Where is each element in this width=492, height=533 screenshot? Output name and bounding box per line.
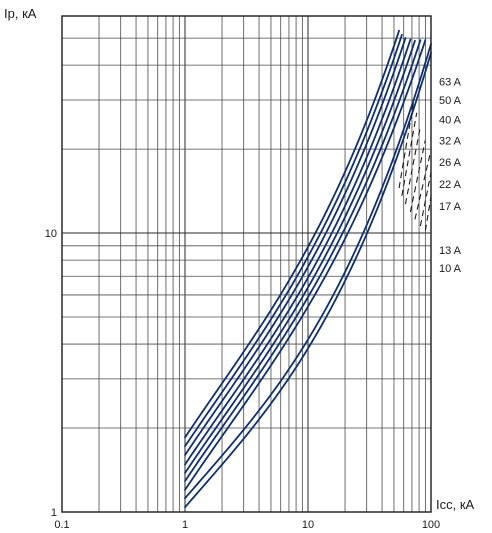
series-label: 13 A [439,245,462,257]
series-label: 10 A [439,263,462,275]
y-axis-title: Ip, кА [4,6,37,21]
series-line [184,39,422,483]
series-line [184,39,427,491]
x-tick-label: 100 [422,519,440,531]
series-label: 17 A [439,201,462,213]
grid [62,16,431,512]
x-axis-title: Icc, кА [436,497,475,512]
cutoff-dash [414,155,431,220]
series-line [184,29,400,439]
series-label: 63 A [439,76,462,88]
cutoff-dash [401,112,418,196]
series-labels: 63 A 50 A 40 A 32 A 26 A 22 A 17 A 13 A 10 A [439,76,462,275]
series-line [184,38,412,466]
cutoff-dash [404,126,421,205]
y-tick-label: 1 [51,507,57,519]
x-tick-label: 10 [302,519,314,531]
cutoff-dash [409,140,426,213]
series-line [184,33,403,448]
cutoff-dashes [398,99,432,231]
series-label: 40 A [439,115,462,127]
series-label: 22 A [439,179,462,191]
series-line [184,39,416,474]
series-line [184,43,432,500]
cutoff-dash [419,172,432,227]
series-label: 32 A [439,135,462,147]
plot-frame [61,15,432,513]
series-line [184,52,432,509]
series-label: 50 A [439,95,462,107]
cutoff-dash [398,99,415,189]
y-tick-label: 10 [45,228,57,240]
series-label: 26 A [439,157,462,169]
series-lines [184,29,432,509]
x-tick-label: 0.1 [54,519,69,531]
cutoff-dash [424,196,432,231]
series-line [184,37,407,456]
x-tick-label: 1 [182,519,188,531]
